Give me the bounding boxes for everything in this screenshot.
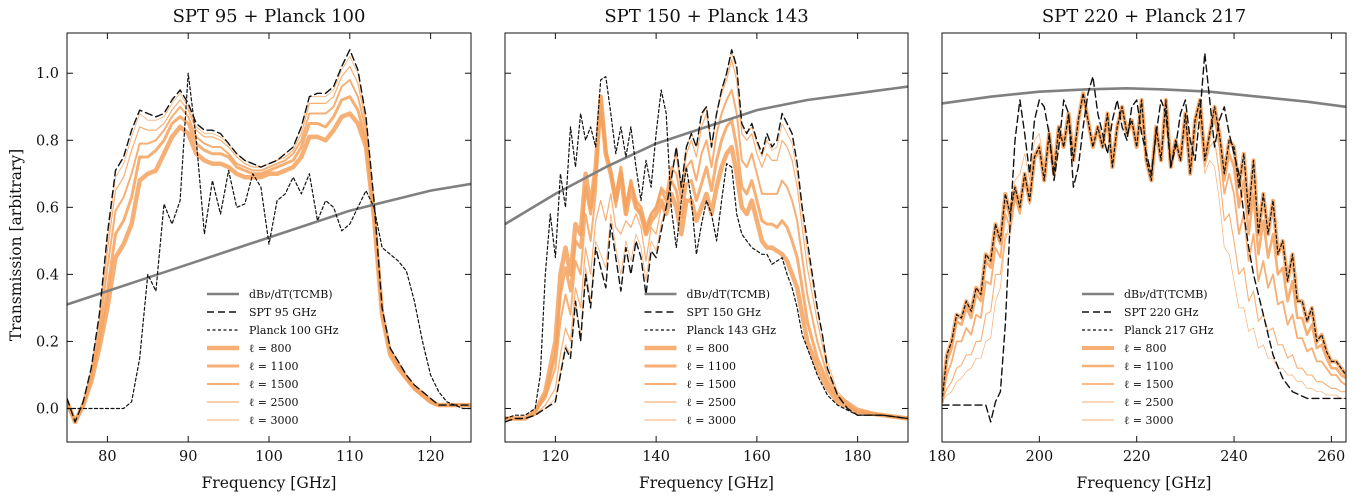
legend-label: dBν/dT(TCMB)	[1124, 288, 1208, 301]
legend: dBν/dT(TCMB) SPT 150 GHz Planck 143 GHz ℓ =…	[644, 288, 777, 427]
chart-title: SPT 220 + Planck 217	[1042, 6, 1246, 27]
legend-label: ℓ = 3000	[249, 414, 298, 427]
x-tick-label: 100	[255, 449, 283, 465]
legend-label: Planck 217 GHz	[1124, 324, 1214, 337]
x-tick-label: 120	[417, 449, 445, 465]
series-group	[942, 52, 1346, 423]
chart-title: SPT 95 + Planck 100	[173, 6, 366, 27]
legend-label: ℓ = 800	[249, 342, 291, 355]
x-tick-label: 80	[98, 449, 116, 465]
legend-label: SPT 220 GHz	[1124, 306, 1199, 319]
series-line-spt-1	[505, 49, 908, 423]
y-tick-label: 0.2	[36, 334, 59, 350]
series-line-ell-5	[67, 78, 471, 423]
series-line-planck-2	[67, 72, 471, 410]
legend-label: ℓ = 1100	[687, 360, 736, 373]
x-tick-label: 220	[1123, 449, 1151, 465]
legend-label: ℓ = 1100	[1124, 360, 1173, 373]
x-tick-label: 200	[1026, 449, 1054, 465]
chart-panel-1: SPT 95 + Planck 100 80 90 100 110 120 0.0 0.2 0.…	[36, 6, 472, 492]
x-tick-label: 260	[1318, 449, 1346, 465]
legend-label: ℓ = 1100	[249, 360, 298, 373]
y-tick-label: 0.8	[36, 133, 59, 149]
x-tick-label: 120	[542, 449, 570, 465]
x-tick-label: 140	[642, 449, 670, 465]
legend-label: ℓ = 2500	[249, 396, 298, 409]
y-tick-label: 1.0	[36, 66, 59, 82]
legend-label: Planck 143 GHz	[687, 324, 777, 337]
legend-label: Planck 100 GHz	[249, 324, 339, 337]
series-line-spt-1	[67, 49, 471, 423]
x-axis-label: Frequency [GHz]	[639, 474, 774, 492]
legend-label: ℓ = 3000	[687, 414, 736, 427]
x-axis-label: Frequency [GHz]	[1077, 474, 1212, 492]
x-tick-label: 180	[928, 449, 956, 465]
legend-label: ℓ = 3000	[1124, 414, 1173, 427]
x-tick-label: 240	[1220, 449, 1248, 465]
series-group	[67, 49, 471, 425]
legend-label: ℓ = 1500	[1124, 378, 1173, 391]
legend-label: ℓ = 1500	[249, 378, 298, 391]
y-axis-label: Transmission [arbitrary]	[7, 149, 25, 341]
y-tick-label: 0.4	[36, 267, 59, 283]
series-line-ell-4	[505, 98, 908, 420]
chart-panel-2: SPT 150 + Planck 143 120 140 160 180 Frequenc…	[504, 6, 909, 492]
legend-label: ℓ = 2500	[1124, 396, 1173, 409]
x-tick-label: 90	[179, 449, 197, 465]
legend-label: SPT 150 GHz	[687, 306, 762, 319]
series-line-planck-2	[505, 76, 908, 420]
y-tick-label: 0.0	[36, 401, 59, 417]
legend-label: ℓ = 800	[687, 342, 729, 355]
x-tick-label: 160	[743, 449, 771, 465]
chart-title: SPT 150 + Planck 143	[604, 6, 808, 27]
series-line-spt-1	[942, 52, 1346, 423]
x-axis-label: Frequency [GHz]	[202, 474, 337, 492]
series-line-dbdt-0	[67, 182, 471, 306]
legend-label: ℓ = 2500	[687, 396, 736, 409]
series-group	[505, 49, 908, 423]
series-line-dbdt-0	[505, 85, 908, 226]
panels: SPT 95 + Planck 100 80 90 100 110 120 0.0 0.2 0.…	[36, 6, 1347, 492]
legend: dBν/dT(TCMB) SPT 220 GHz Planck 217 GHz ℓ =…	[1082, 288, 1214, 427]
legend-label: SPT 95 GHz	[249, 306, 317, 319]
series-line-ell-6	[505, 59, 908, 420]
series-line-dbdt-0	[942, 87, 1346, 109]
y-tick-label: 0.6	[36, 200, 59, 216]
x-tick-label: 110	[336, 449, 364, 465]
plot-frame	[941, 32, 1347, 443]
legend-label: dBν/dT(TCMB)	[249, 288, 333, 301]
series-line-planck-2	[942, 92, 1346, 403]
chart-panel-3: SPT 220 + Planck 217 180 200 220 240 260 Frequ…	[928, 6, 1347, 492]
legend-label: dBν/dT(TCMB)	[687, 288, 771, 301]
legend: dBν/dT(TCMB) SPT 95 GHz Planck 100 GHz ℓ = …	[207, 288, 339, 427]
plot-frame	[504, 32, 909, 443]
x-tick-label: 180	[844, 449, 872, 465]
legend-label: ℓ = 800	[1124, 342, 1166, 355]
legend-label: ℓ = 1500	[687, 378, 736, 391]
